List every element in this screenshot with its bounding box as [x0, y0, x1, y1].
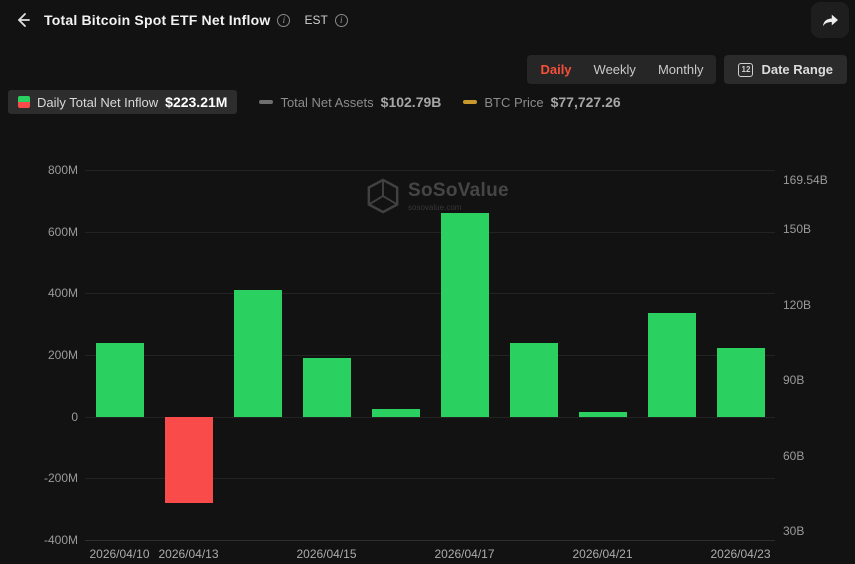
legend-item-btc-price[interactable]: BTC Price $77,727.26	[463, 94, 621, 110]
bar[interactable]	[302, 358, 351, 417]
watermark: SoSoValue sosovalue.com	[366, 178, 509, 214]
title-info-icon[interactable]: i	[277, 13, 291, 27]
top-bar: Total Bitcoin Spot ETF Net Inflow i EST …	[0, 0, 855, 40]
bar[interactable]	[509, 342, 558, 417]
y-axis-tick-label: -200M	[43, 471, 78, 486]
share-icon	[822, 14, 838, 27]
legend-value: $223.21M	[165, 94, 228, 110]
right-axis-tick-label: 30B	[783, 524, 805, 539]
plot-area: SoSoValue sosovalue.com	[85, 170, 775, 541]
watermark-name: SoSoValue	[408, 180, 509, 201]
tab-monthly[interactable]: Monthly	[647, 57, 715, 82]
legend-value: $77,727.26	[550, 94, 621, 110]
gridline	[85, 478, 775, 480]
tab-daily[interactable]: Daily	[529, 57, 582, 82]
btc-price-legend-icon	[463, 100, 478, 104]
bar[interactable]	[233, 290, 282, 417]
legend-item-total-net-assets[interactable]: Total Net Assets $102.79B	[259, 94, 441, 110]
legend-label: Total Net Assets	[280, 94, 374, 110]
right-axis-tick-label: 60B	[783, 448, 805, 463]
gridline	[85, 355, 775, 356]
date-range-label: Date Range	[761, 62, 833, 77]
bar[interactable]	[95, 342, 144, 417]
legend: Daily Total Net Inflow $223.21M Total Ne…	[8, 90, 621, 114]
bar[interactable]	[647, 313, 696, 417]
timezone-label: EST	[304, 13, 328, 27]
y-axis-tick-label: 800M	[47, 163, 78, 177]
x-axis-label: 2026/04/21	[572, 547, 633, 561]
bar[interactable]	[716, 347, 765, 417]
tab-weekly[interactable]: Weekly	[583, 57, 647, 82]
date-range-button[interactable]: 12 Date Range	[724, 55, 847, 84]
share-button[interactable]	[811, 2, 849, 38]
gridline	[85, 540, 775, 541]
watermark-domain: sosovalue.com	[408, 203, 462, 212]
gridline	[85, 231, 775, 233]
y-axis-tick-label: 400M	[47, 286, 78, 301]
y-axis-tick-label: 600M	[47, 224, 78, 239]
bar[interactable]	[578, 412, 627, 417]
page-title: Total Bitcoin Spot ETF Net Inflow	[44, 12, 271, 28]
right-axis-tick-label: 169.54B	[783, 172, 828, 187]
sosovalue-logo-icon	[367, 178, 399, 214]
gridline	[85, 170, 775, 171]
y-axis-tick-label: 200M	[47, 348, 78, 362]
bar[interactable]	[440, 213, 489, 417]
x-axis-label: 2026/04/10	[89, 547, 150, 561]
right-axis-tick-label: 120B	[783, 297, 812, 312]
chart: SoSoValue sosovalue.com 800M 600M 400M 200M…	[0, 163, 855, 564]
interval-tabs: Daily Weekly Monthly	[527, 55, 717, 84]
back-arrow-icon	[18, 13, 30, 27]
legend-label: Daily Total Net Inflow	[37, 94, 159, 110]
x-axis-label: 2026/04/23	[710, 547, 771, 561]
gridline	[85, 293, 775, 295]
timezone-info-icon[interactable]: i	[334, 13, 348, 27]
legend-label: BTC Price	[484, 94, 544, 110]
total-net-assets-legend-icon	[259, 100, 274, 104]
y-axis-tick-label: -400M	[43, 533, 78, 547]
legend-item-net-inflow[interactable]: Daily Total Net Inflow $223.21M	[8, 90, 238, 114]
net-inflow-legend-icon	[18, 96, 30, 108]
bar[interactable]	[371, 408, 420, 417]
bar[interactable]	[164, 416, 213, 503]
right-axis-tick-label: 90B	[783, 373, 805, 388]
x-axis-label: 2026/04/15	[296, 547, 357, 561]
x-axis-label: 2026/04/13	[158, 547, 219, 561]
calendar-icon: 12	[738, 62, 754, 77]
back-button[interactable]	[10, 7, 36, 33]
legend-value: $102.79B	[380, 94, 442, 110]
right-axis-tick-label: 150B	[783, 222, 812, 237]
x-axis-label: 2026/04/17	[434, 547, 495, 561]
gridline	[85, 416, 775, 418]
chart-controls: Daily Weekly Monthly 12 Date Range	[527, 55, 847, 84]
y-axis-tick-label: 0	[71, 409, 78, 424]
